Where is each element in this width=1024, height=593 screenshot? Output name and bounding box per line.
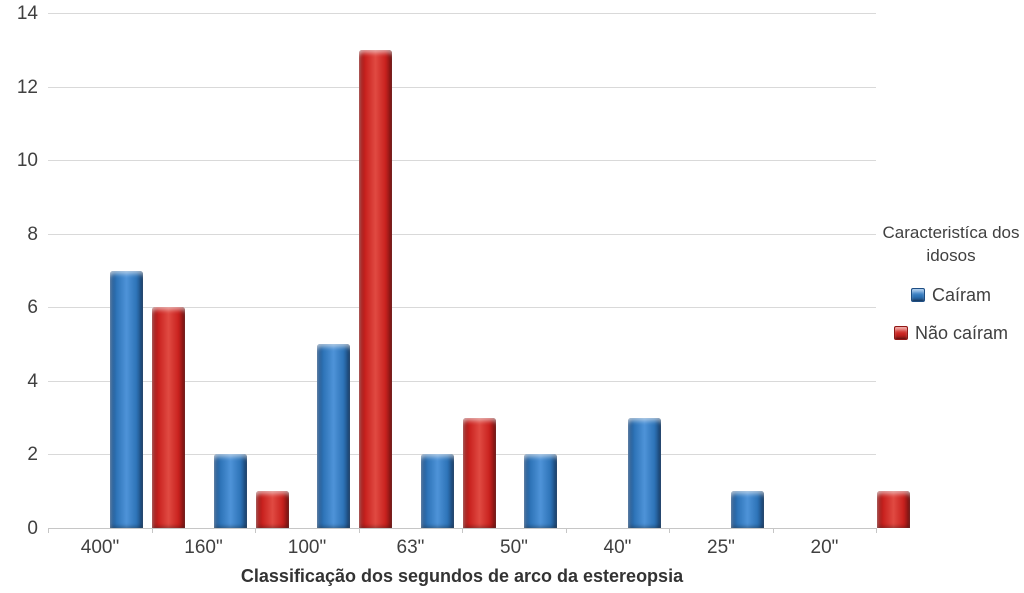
y-tick-label-6: 6 xyxy=(27,297,38,319)
y-tick-label-0: 0 xyxy=(27,518,38,539)
bar-na-o-cai-ram-160 xyxy=(255,491,289,528)
x-category-label-40: 40" xyxy=(603,537,632,558)
bar-cai-ram-63 xyxy=(420,454,454,528)
bar-na-o-cai-ram-100 xyxy=(359,49,393,528)
gridline-8 xyxy=(48,233,876,235)
x-category-label-160: 160" xyxy=(184,537,223,558)
x-axis-title: Classificação dos segundos de arco da es… xyxy=(240,566,684,586)
bar-cai-ram-400 xyxy=(110,270,144,528)
gridline-12 xyxy=(48,86,876,88)
gridline-10 xyxy=(48,160,876,162)
bar-cai-ram-50 xyxy=(524,454,558,528)
bar-cai-ram-40 xyxy=(627,417,661,528)
y-tick-label-12: 12 xyxy=(16,76,38,98)
x-axis-tick xyxy=(876,528,877,533)
plot-area xyxy=(48,13,910,529)
y-tick-label-8: 8 xyxy=(27,223,38,245)
bar-na-o-cai-ram-400 xyxy=(152,307,186,528)
x-axis-tick xyxy=(255,528,256,533)
x-axis-tick xyxy=(669,528,670,533)
bar-na-o-cai-ram-20 xyxy=(876,491,910,528)
gridline-14 xyxy=(48,13,876,14)
x-category-label-400: 400" xyxy=(80,537,120,558)
y-tick-label-14: 14 xyxy=(16,3,38,24)
x-category-label-100: 100" xyxy=(287,537,327,558)
bar-na-o-cai-ram-63 xyxy=(462,417,496,528)
gridline-6 xyxy=(48,307,876,309)
x-category-label-20: 20" xyxy=(810,537,839,558)
gridline-2 xyxy=(48,454,876,456)
legend-title: Caracteristíca dos idosos xyxy=(882,223,1020,265)
legend-item-label: Caíram xyxy=(931,284,991,305)
legend-swatch-icon xyxy=(910,288,925,303)
x-axis-tick xyxy=(462,528,463,533)
legend-items: Caíram Não caíram xyxy=(880,285,1022,344)
y-tick-label-10: 10 xyxy=(16,150,38,172)
y-tick-label-4: 4 xyxy=(27,370,38,392)
y-tick-label-2: 2 xyxy=(27,444,38,466)
x-axis-tick xyxy=(48,528,49,533)
x-category-label-50: 50" xyxy=(500,537,528,558)
legend: Caracteristíca dos idosos Caíram Não caír… xyxy=(880,222,1022,344)
bar-cai-ram-25 xyxy=(731,491,765,528)
legend-item-na-o-cai-ram: Não caíram xyxy=(880,323,1022,344)
legend-swatch-icon xyxy=(893,326,908,341)
x-axis-tick xyxy=(772,528,774,533)
legend-item-label: Não caíram xyxy=(914,322,1009,343)
legend-item-cai-ram: Caíram xyxy=(880,285,1022,306)
x-category-label-63: 63" xyxy=(396,537,425,558)
x-category-label-25: 25" xyxy=(707,537,735,558)
bar-cai-ram-160 xyxy=(213,454,247,528)
x-axis-tick xyxy=(151,528,153,533)
gridline-4 xyxy=(48,380,876,382)
x-axis-tick xyxy=(358,528,360,533)
x-axis-tick xyxy=(565,528,567,533)
bar-cai-ram-100 xyxy=(317,344,351,528)
